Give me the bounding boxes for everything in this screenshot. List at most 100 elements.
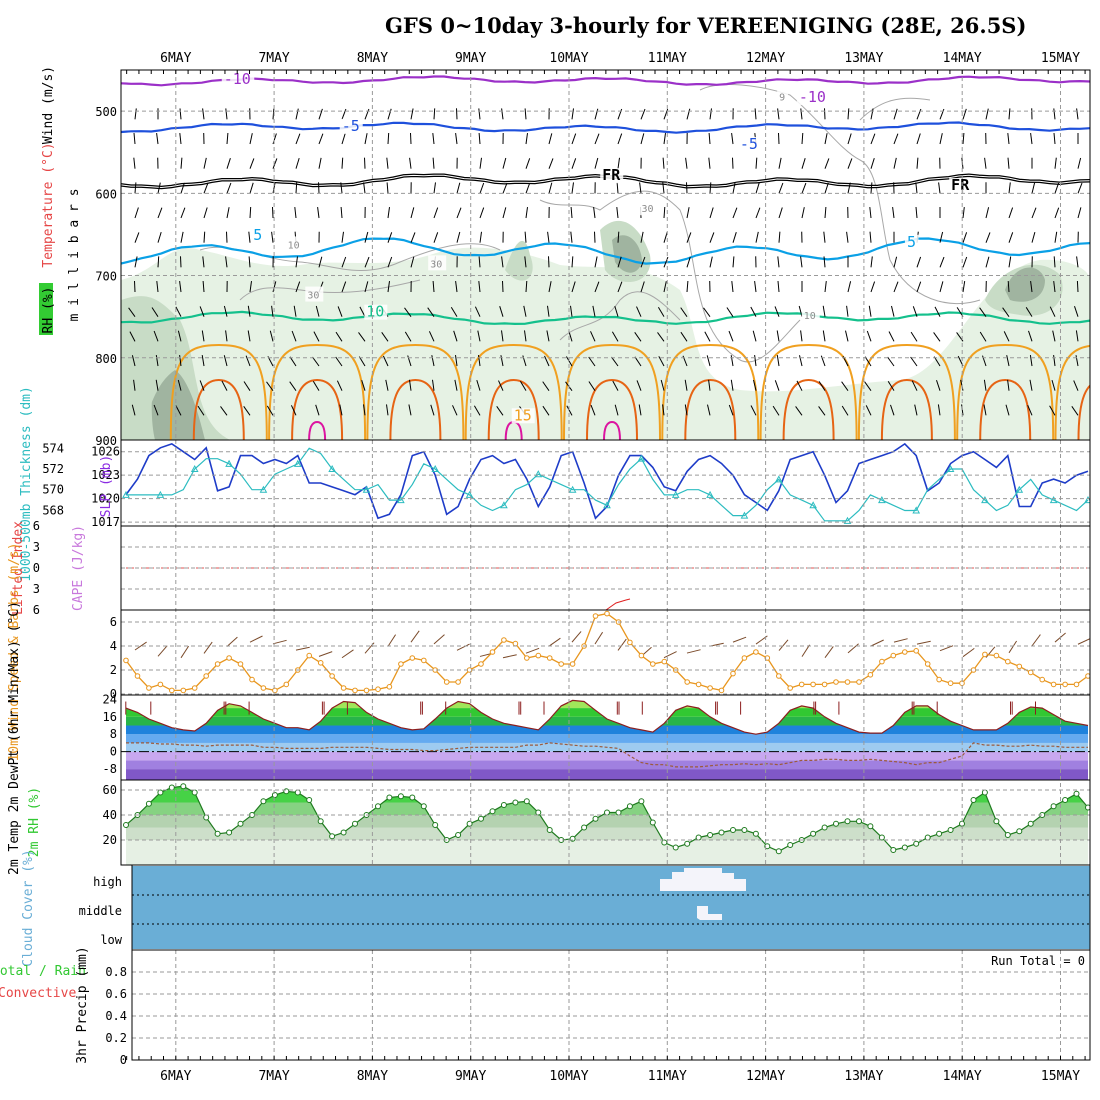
isotherm-20-arch [880, 378, 933, 440]
wind-barb [249, 206, 252, 219]
rh-tick: 40 [103, 808, 117, 822]
wind-axis-label: Wind (m/s) [41, 66, 56, 144]
wind-barb [381, 332, 389, 342]
wind-barb [617, 281, 623, 293]
wind-barb [663, 206, 666, 219]
wind-barb [313, 331, 320, 342]
wind-speed-point [421, 657, 427, 664]
date-axis-top: 6MAY 7MAY 8MAY 9MAY 10MAY 11MAY 12MAY 13MAY 14MA… [160, 51, 1080, 66]
wind-barb [778, 207, 783, 219]
rh-point [936, 830, 943, 837]
rh-point [867, 823, 874, 830]
wind-speed-point [512, 640, 519, 647]
date-label-top: 7MAY [258, 51, 289, 66]
wind-speed-point [867, 672, 874, 678]
wind-barb [824, 158, 830, 169]
contour-label-bg [364, 304, 388, 320]
contour-label-bg [511, 408, 535, 424]
wind-barb [939, 133, 943, 145]
wind-barb [155, 379, 159, 391]
rh-point [592, 815, 599, 822]
wind-barb [636, 380, 642, 391]
wind-barb [542, 381, 550, 391]
thickness-marker [500, 501, 508, 509]
wind-barb [755, 182, 760, 194]
wind-speed-point [638, 652, 645, 659]
wind-barb [686, 182, 688, 194]
rh-point [707, 832, 714, 838]
wind-barb-10m [249, 635, 263, 643]
pressure-tick: 800 [95, 352, 117, 366]
wind-barb [180, 231, 184, 243]
wind-barb [295, 256, 298, 268]
wind-barb [662, 182, 665, 194]
wind-barb [846, 231, 849, 243]
rh-band [126, 827, 1088, 840]
wind-barb [732, 157, 734, 169]
wind-barb [754, 108, 757, 120]
wind-speed-point [936, 676, 942, 683]
temp-band [126, 751, 1088, 761]
rh-contour [539, 190, 801, 363]
contour-label-bg [639, 200, 658, 216]
wind-barb [847, 182, 851, 194]
wind-speed-point [753, 649, 759, 655]
isotherm-15-arch [759, 343, 858, 440]
wind-barb [548, 182, 553, 194]
contour-label-bg [305, 286, 324, 302]
wind-barb [272, 206, 274, 219]
axis-ticks: 5006007008009005685705725741017102010231… [33, 70, 1086, 1067]
wind-barb [823, 256, 826, 268]
wind-barb [456, 108, 458, 120]
wind-barb [179, 355, 182, 367]
wind-barb [454, 379, 458, 391]
wind-speed-point [352, 687, 358, 694]
wind-barb [407, 355, 412, 367]
wind10m-axis-label: 10m Wind Speed & Barbs (m/s) [7, 542, 22, 761]
contour-label-bg [796, 90, 830, 106]
wind-barb [890, 404, 895, 416]
wind-barb [636, 306, 642, 317]
wind-barb [479, 231, 482, 243]
wind-barb [612, 380, 619, 391]
wind-barb [594, 256, 598, 268]
wind-barb [846, 305, 849, 317]
contour-label: 5 [253, 226, 262, 244]
wind-speed-point [1062, 681, 1068, 688]
temp-band [126, 700, 1088, 709]
wind-barb [891, 305, 895, 317]
wind-barb [571, 256, 574, 268]
rh-point [1016, 828, 1023, 835]
wind-barb [936, 380, 941, 391]
contour-label: 10 [288, 240, 300, 251]
wind-barb [294, 207, 297, 219]
wind-speed-line [125, 612, 1089, 692]
rh-contour [559, 291, 681, 341]
wind-barb [639, 182, 642, 194]
wind-barb [818, 381, 826, 391]
wind-barb [548, 281, 552, 293]
wind-barb [594, 281, 600, 293]
wind-barb [202, 108, 205, 120]
rh-band [126, 815, 1088, 828]
thickness-line [126, 447, 1089, 522]
wind-barb [525, 158, 531, 169]
rh-point [718, 829, 725, 836]
wind-barb [312, 356, 320, 367]
wind-speed-point [1016, 663, 1023, 670]
isotherm-20-arch [487, 378, 540, 440]
slp-tick: 1017 [91, 515, 120, 529]
rh-point [420, 803, 427, 810]
wind-barb [225, 108, 228, 120]
wind-speed-point [306, 652, 313, 659]
wind-barb [291, 330, 297, 342]
wind-barb [525, 133, 528, 145]
wind-speed-point [798, 681, 805, 688]
wind-barb [199, 306, 205, 317]
dewpt-line [126, 742, 1088, 768]
wind-barb-10m [295, 646, 310, 651]
wind-barb [547, 305, 550, 317]
chart-title: GFS 0~10day 3-hourly for VEREENIGING (28… [385, 13, 1026, 38]
wind-speed-point [1039, 676, 1045, 683]
wind-barb [293, 305, 297, 317]
